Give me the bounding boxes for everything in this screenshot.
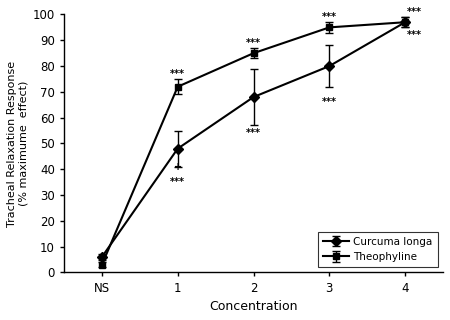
Text: +: +	[174, 162, 182, 172]
Text: ***: ***	[322, 12, 337, 22]
Text: ***: ***	[170, 69, 185, 79]
Legend: Curcuma longa, Theophyline: Curcuma longa, Theophyline	[318, 232, 438, 267]
Text: ***: ***	[246, 38, 261, 48]
Text: ***: ***	[246, 128, 261, 138]
Text: ***: ***	[322, 97, 337, 107]
Y-axis label: Tracheal Relaxation Response
(% maximume  effect): Tracheal Relaxation Response (% maximume…	[7, 60, 28, 227]
Text: ***: ***	[407, 30, 422, 40]
Text: ***: ***	[170, 177, 185, 187]
X-axis label: Concentration: Concentration	[209, 300, 298, 313]
Text: ***: ***	[407, 7, 422, 17]
